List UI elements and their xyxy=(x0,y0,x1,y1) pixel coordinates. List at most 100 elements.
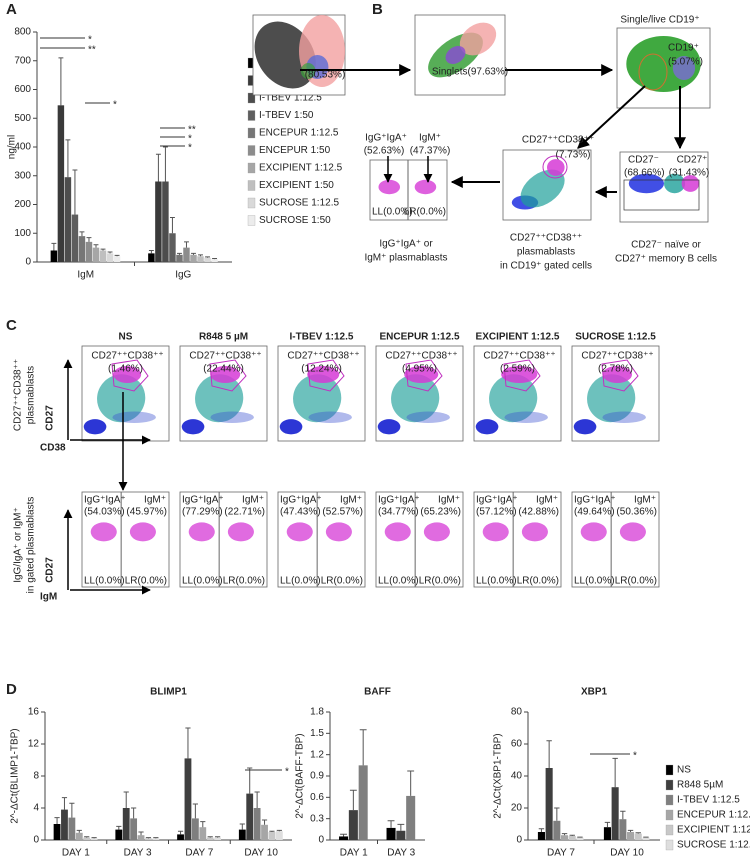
bar xyxy=(53,824,61,840)
flow-label: Single/live CD19⁺ xyxy=(620,15,699,26)
quadrant-label: IgM⁺ xyxy=(340,495,362,506)
bar xyxy=(386,827,396,840)
axis-label: CD27 xyxy=(45,557,56,583)
error-bar xyxy=(58,57,64,106)
gate xyxy=(209,359,247,392)
chart-title: BAFF xyxy=(364,687,391,698)
quadrant-label: IgG⁺IgA⁺ xyxy=(84,495,126,506)
bar xyxy=(553,820,561,840)
quadrant-label: IgG⁺IgA⁺ xyxy=(280,495,322,506)
cell-cloud xyxy=(181,419,205,435)
bar xyxy=(246,793,254,840)
cell-cloud xyxy=(293,374,342,423)
quadrant-label: IgG⁺IgA⁺ xyxy=(378,495,420,506)
column-title: NS xyxy=(119,332,133,343)
bar xyxy=(50,250,58,262)
legend-label: SUCROSE 1:50 xyxy=(259,215,331,226)
cell-cloud xyxy=(279,419,303,435)
legend-label: ENCEPUR 1:12.5 xyxy=(677,810,750,821)
error-bar xyxy=(61,797,68,810)
y-tick-label: 0.3 xyxy=(310,813,324,824)
cell-cloud xyxy=(501,365,538,384)
cell-cloud xyxy=(286,522,313,542)
error-bar xyxy=(407,770,415,796)
flow-label: LL(0.0%) xyxy=(372,207,413,218)
bar xyxy=(545,768,553,840)
error-bar xyxy=(107,251,113,254)
x-tick-label: DAY 3 xyxy=(387,848,415,859)
cell-cloud xyxy=(445,45,466,65)
legend-label: EXCIPIENT 1:12.5 xyxy=(677,825,750,836)
error-bar xyxy=(131,807,137,819)
y-tick-label: 1.8 xyxy=(310,707,324,718)
legend-swatch xyxy=(247,197,256,209)
x-tick-label: DAY 1 xyxy=(62,848,90,859)
error-bar xyxy=(69,802,75,818)
flow-label: IgM⁺ plasmablasts xyxy=(364,253,447,264)
flow-label: Singlets(97.63%) xyxy=(432,67,508,78)
cell-cloud xyxy=(672,56,696,80)
y-tick-label: 16 xyxy=(28,707,40,718)
error-bar xyxy=(627,829,634,832)
cell-cloud xyxy=(587,374,636,423)
bar xyxy=(176,254,183,262)
error-bar xyxy=(215,836,221,838)
error-bar xyxy=(116,825,122,830)
y-tick-label: 0 xyxy=(318,835,324,846)
cell-cloud xyxy=(113,365,142,384)
cell-cloud xyxy=(404,365,439,384)
legend-label: I-TBEV 1:50 xyxy=(259,110,314,121)
axis-label: IgM xyxy=(40,592,57,603)
quadrant-pct: (49.64%) xyxy=(574,507,615,518)
quadrant-pct: (54.03%) xyxy=(84,507,125,518)
cell-cloud xyxy=(602,411,646,423)
bar xyxy=(78,236,86,262)
flow-label: LR(0.0%) xyxy=(404,207,446,218)
flow-label: (80.53%) xyxy=(305,70,346,81)
bar xyxy=(177,834,184,840)
bar xyxy=(199,827,207,840)
error-bar xyxy=(86,237,92,242)
error-bar xyxy=(254,791,260,808)
flow-label: plasmablasts xyxy=(517,247,575,258)
significance-mark: * xyxy=(88,35,92,46)
error-bar xyxy=(100,248,106,251)
error-bar xyxy=(198,254,203,257)
chart-title: BLIMP1 xyxy=(150,687,187,698)
bar xyxy=(68,817,76,840)
legend-label: I-TBEV 1:12.5 xyxy=(677,795,740,806)
gate-pct: (4.95%) xyxy=(402,364,437,375)
quadrant-label: IgG⁺IgA⁺ xyxy=(476,495,518,506)
gate-pct: (12.24%) xyxy=(301,364,342,375)
error-bar xyxy=(546,740,552,768)
error-bar xyxy=(359,729,367,766)
legend-label: EXCIPIENT 1:50 xyxy=(259,180,334,191)
cell-cloud xyxy=(227,522,254,542)
cell-cloud xyxy=(423,522,450,542)
flow-label: CD19⁺ xyxy=(668,43,699,54)
gate xyxy=(638,53,668,91)
error-bar xyxy=(185,727,191,759)
quadrant-pct: (47.43%) xyxy=(280,507,321,518)
bar xyxy=(206,837,214,840)
quadrant-label: LL(0.0%) xyxy=(280,576,321,587)
gate xyxy=(111,359,149,392)
quadrant-label: IgG⁺IgA⁺ xyxy=(574,495,616,506)
cell-cloud xyxy=(489,374,538,423)
error-bar xyxy=(51,242,57,251)
bar xyxy=(75,832,83,840)
y-tick-label: 1.5 xyxy=(310,728,324,739)
y-tick-label: 80 xyxy=(511,707,523,718)
bar xyxy=(627,832,635,840)
gate-label: CD27⁺⁺CD38⁺⁺ xyxy=(287,351,359,362)
significance-mark: ** xyxy=(188,125,196,136)
error-bar xyxy=(349,789,357,811)
cell-cloud xyxy=(580,522,607,542)
legend-swatch xyxy=(247,145,256,156)
error-bar xyxy=(340,833,347,837)
flow-label: IgM⁺ xyxy=(419,133,441,144)
arrow xyxy=(577,85,646,149)
cell-cloud xyxy=(83,419,107,435)
cell-cloud xyxy=(628,173,665,194)
bar xyxy=(406,795,416,840)
